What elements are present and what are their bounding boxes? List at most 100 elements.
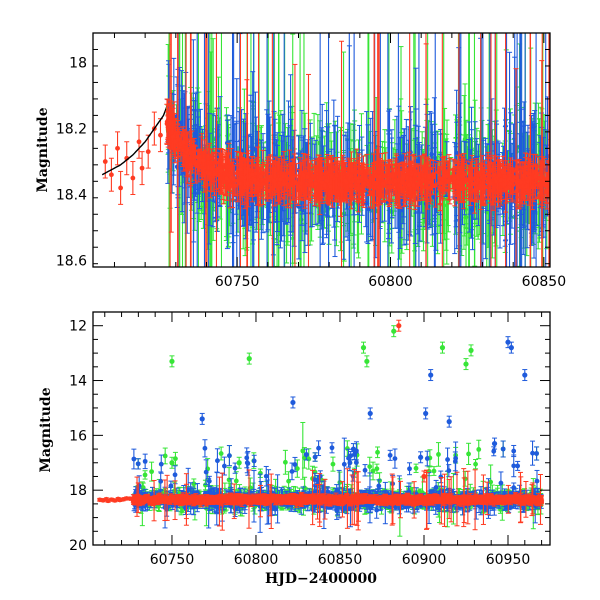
bottom-y-axis-title: Magnitude [38,387,54,472]
top-red-point [410,175,416,196]
top-early-red-point [118,170,124,205]
bottom-y-tick-label: 14 [69,374,87,390]
top-y-axis-title: Magnitude [35,107,51,192]
bottom-blue-point [500,440,506,458]
top-red-point [475,166,481,193]
bottom-blue-point [376,479,382,493]
bottom-green-point [142,470,148,480]
top-red-point [200,153,206,168]
bottom-blue-point [142,453,148,470]
top-red-point [271,166,277,196]
bottom-green-point [473,458,479,470]
top-red-point [510,159,516,201]
bottom-outlier-blue [418,451,424,464]
top-red-point [238,160,244,179]
top-red-point [339,40,345,267]
top-red-point [252,163,258,197]
top-red-point [482,160,488,192]
bottom-blue-point [135,458,141,470]
top-red-point [445,163,451,200]
top-red-point [300,152,306,198]
top-red-point [180,134,186,150]
top-red-point [441,157,447,195]
bottom-blue-point [407,462,413,476]
top-red-point [472,166,478,214]
top-red-point [544,172,550,210]
bottom-red-point [535,497,541,503]
top-x-tick-label: 60750 [215,274,260,290]
bottom-red-point [163,496,169,501]
top-red-point [430,159,436,189]
top-red-point [310,163,316,189]
bottom-green-point [294,459,300,478]
top-red-point [197,148,203,173]
top-red-point [211,152,217,196]
bottom-blue-point [534,446,540,461]
top-red-point [529,164,535,211]
top-early-red-point [157,118,163,153]
bottom-blue-point [221,456,227,476]
bottom-blue-point [511,444,517,458]
top-red-point [406,172,412,198]
bottom-outlier-green [236,456,242,469]
top-red-point [327,173,333,199]
top-red-point [353,176,359,201]
top-red-point [257,166,263,187]
top-plot-data [101,33,550,267]
top-red-point [254,160,260,206]
bottom-outlier-green [439,341,446,354]
top-red-point [424,166,430,210]
top-red-point [221,174,227,190]
top-red-point [437,161,443,205]
bottom-outlier-green [360,341,367,354]
bottom-blue-point [289,462,295,481]
bottom-outlier-blue [491,437,498,450]
top-red-point [170,120,176,153]
bottom-y-tick-label: 16 [69,428,87,444]
top-red-point [241,168,247,188]
bottom-blue-point [251,454,257,468]
top-red-point [532,154,538,200]
bottom-outlier-green [246,352,252,365]
bottom-green-point [282,449,288,475]
bottom-outlier-blue [423,407,429,420]
top-y-tick-label: 18.6 [56,253,87,269]
bottom-x-tick-label: 60850 [318,552,363,568]
bottom-plot-data [97,319,545,537]
top-early-red-point [130,161,136,195]
top-red-point [188,33,194,267]
top-red-point [433,163,439,208]
top-red-point [167,104,173,142]
bottom-blue-point [438,470,444,484]
top-red-point [218,148,224,194]
bottom-outlier-green [364,355,370,368]
bottom-green-point [330,456,336,472]
top-early-red-point [139,151,145,186]
bottom-outlier-blue [428,369,434,382]
top-red-point [342,162,348,200]
top-x-tick-label: 60800 [368,274,413,290]
bottom-blue-point [226,445,232,467]
bottom-red-point [143,498,149,503]
top-red-point [330,162,336,194]
bottom-green-point [300,421,306,480]
bottom-blue-point [203,459,209,485]
bottom-x-tick-label: 60800 [234,552,279,568]
bottom-red-point [264,496,270,502]
bottom-red-point [464,499,470,504]
top-red-point [454,169,460,195]
top-y-tick-label: 18.4 [56,187,87,203]
bottom-blue-point [329,442,335,454]
bottom-x-tick-label: 60950 [486,552,531,568]
top-red-point [234,159,240,203]
bottom-blue-point [316,440,322,457]
top-red-point [195,149,201,165]
top-red-point [451,168,457,190]
bottom-red-point [290,498,296,504]
bottom-green-point [466,442,472,465]
top-early-red-point [136,124,142,159]
bottom-red-point [436,496,442,502]
bottom-green-point [370,461,376,481]
top-red-point [263,163,269,200]
top-red-point [518,161,524,204]
